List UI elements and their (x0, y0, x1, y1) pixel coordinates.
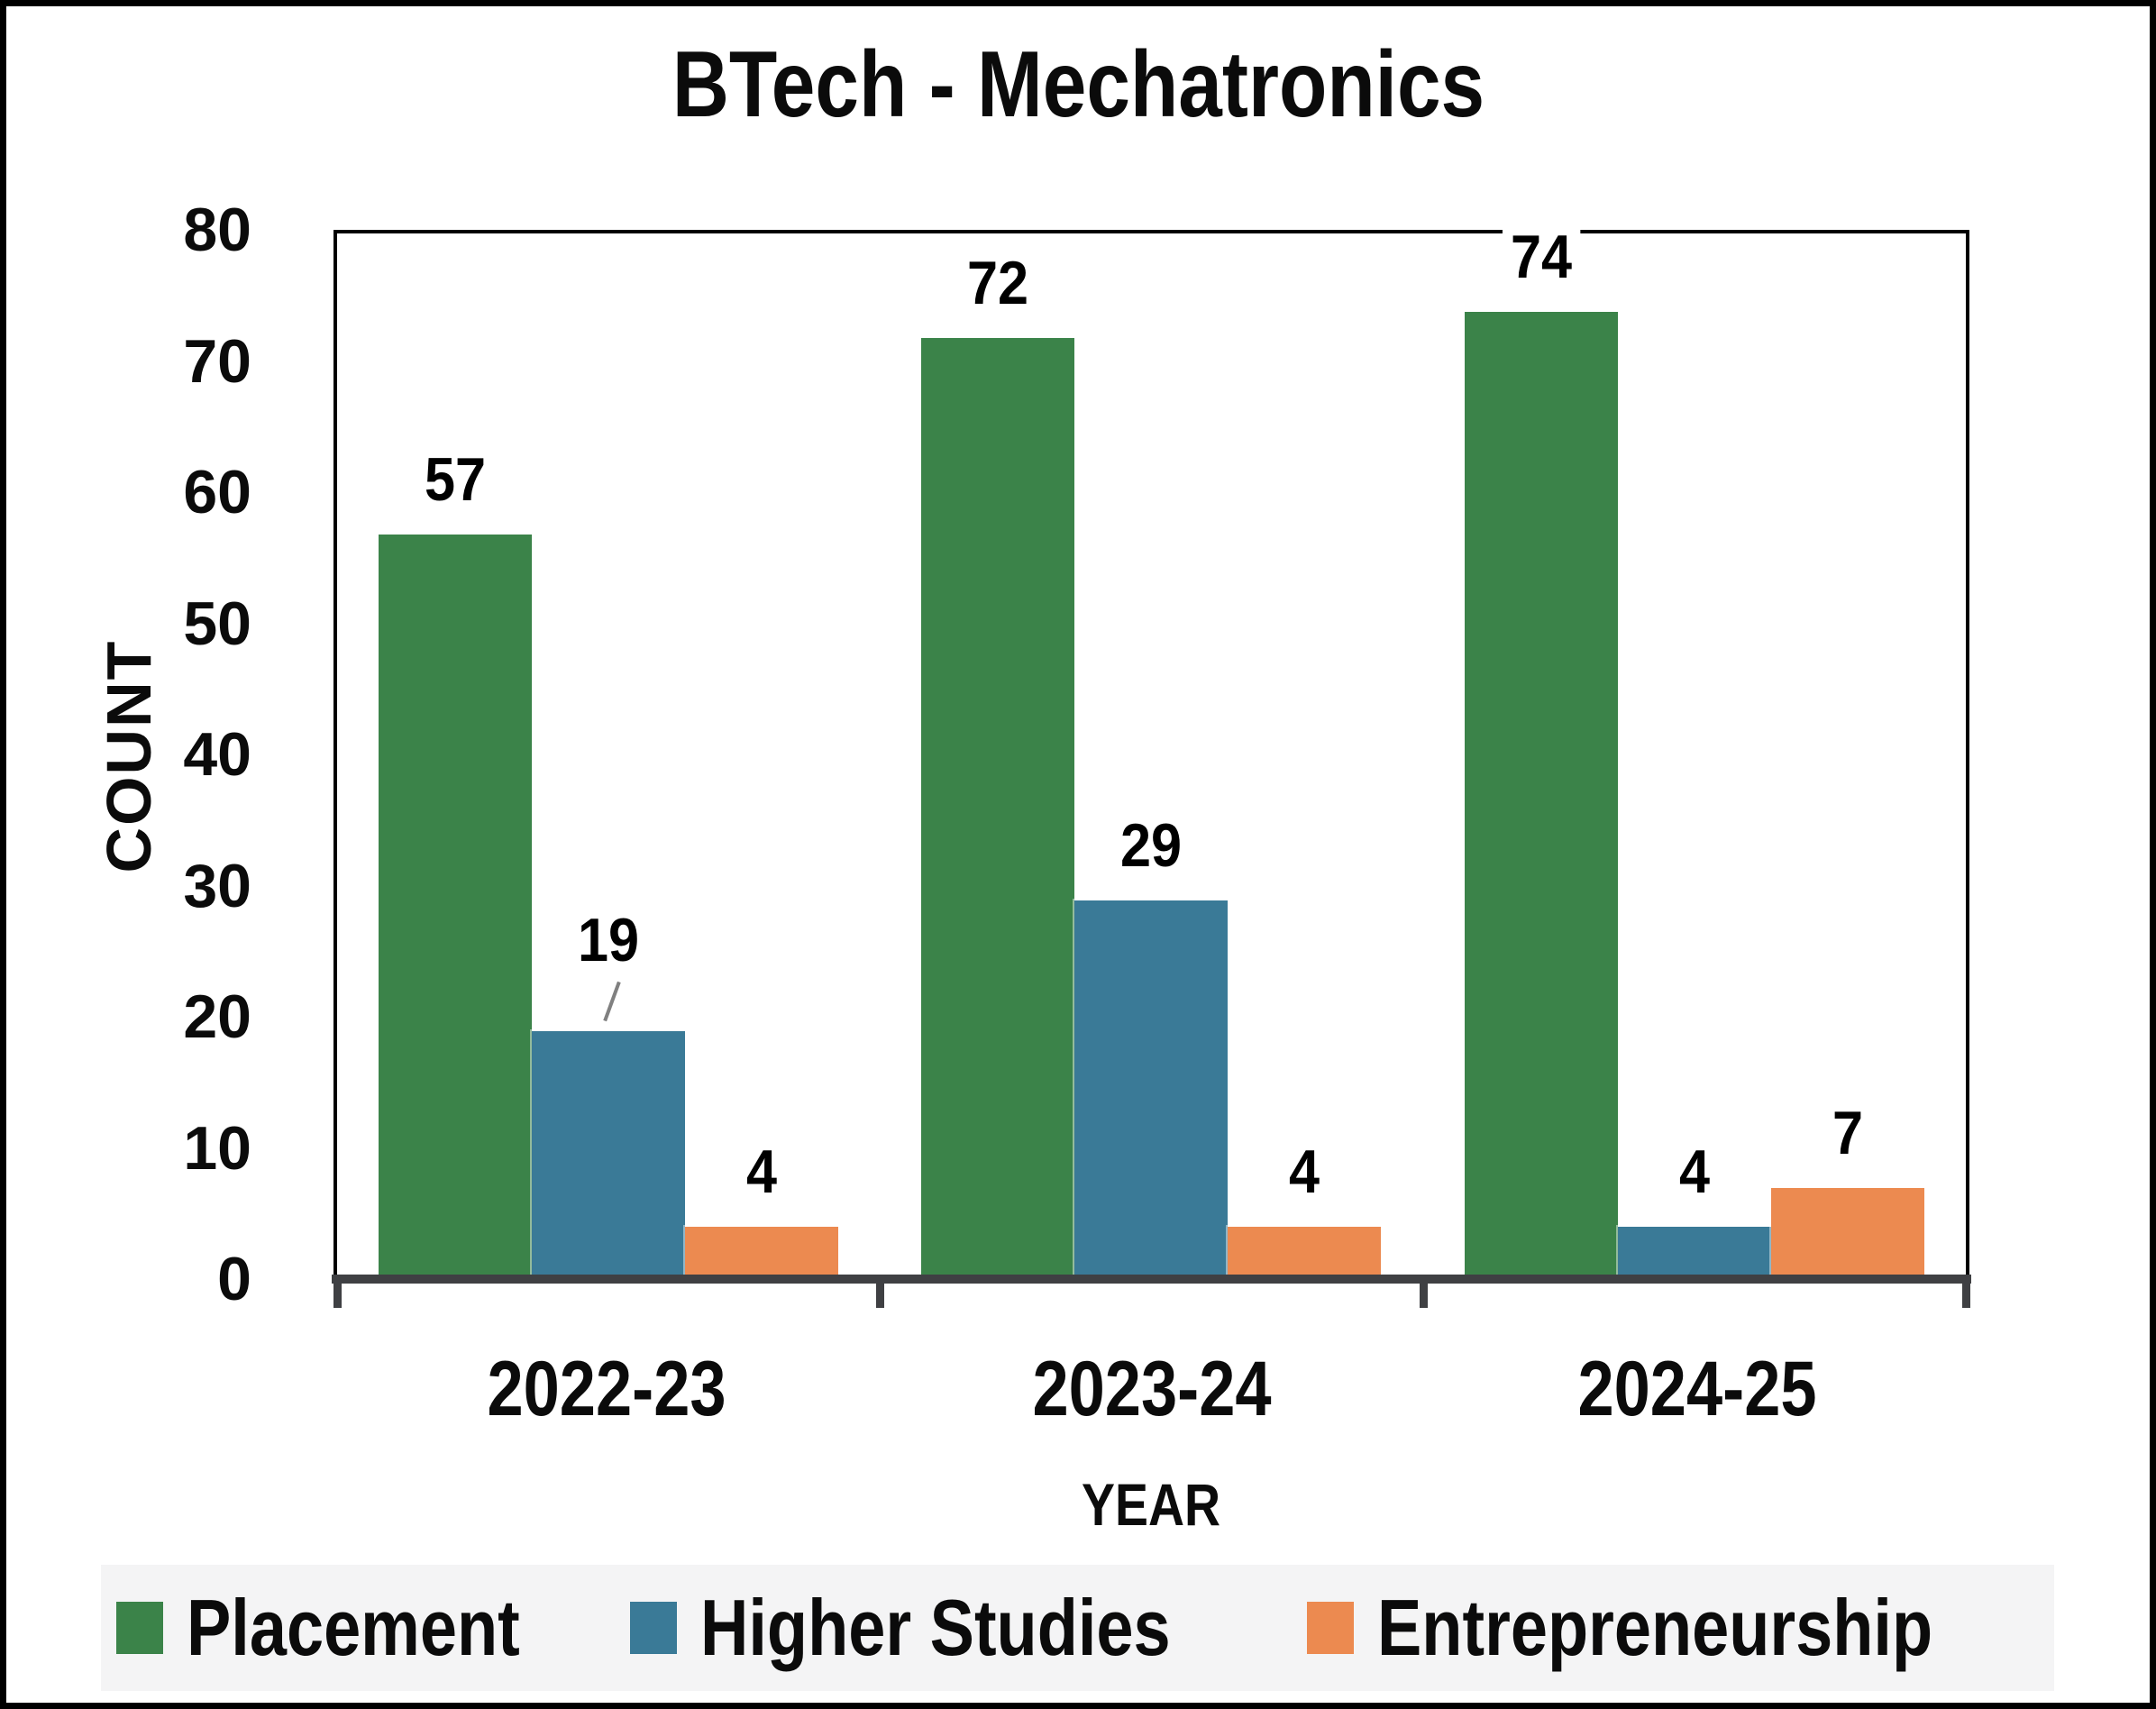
x-category-label-text: 2024-25 (1576, 1346, 1817, 1432)
x-category-label-2023-24: 2023-24 (1009, 1348, 1294, 1430)
bar-slot-entrepreneurship-2022-23: 4 (685, 233, 839, 1279)
bar-value-label-placement-2023-24: 72 (959, 250, 1037, 316)
bar-higher-studies-2023-24 (1074, 900, 1229, 1279)
bar-slot-placement-2024-25: 74 (1464, 224, 1618, 1279)
bar-value-label-placement-2024-25: 74 (1502, 224, 1580, 290)
bar-value-label-higher-studies-2024-25: 4 (1670, 1138, 1718, 1205)
y-tick-label-30: 30 (183, 851, 251, 920)
y-tick-label-60: 60 (183, 458, 251, 526)
bar-placement-2023-24 (921, 338, 1075, 1279)
y-tick-label-40: 40 (183, 720, 251, 789)
x-axis-tick (876, 1284, 885, 1308)
bar-higher-studies-2024-25 (1617, 1227, 1771, 1279)
legend-label-higher-studies: Higher Studies (700, 1583, 1172, 1672)
y-tick-label-70: 70 (183, 326, 251, 396)
bar-entrepreneurship-2024-25 (1770, 1187, 1924, 1279)
x-axis-title: YEAR (1068, 1468, 1233, 1540)
bar-slot-higher-studies-2022-23: 19 (532, 233, 686, 1279)
bar-slot-placement-2023-24: 72 (921, 233, 1075, 1279)
bar-slot-entrepreneurship-2024-25: 7 (1770, 233, 1924, 1279)
plot-area: 57 19 4 72 29 4 74 4 7 (332, 224, 1971, 1308)
y-tick-label-20: 20 (183, 982, 251, 1051)
bar-value-label-entrepreneurship-2023-24: 4 (1281, 1138, 1329, 1205)
bar-value-label-placement-2022-23: 57 (416, 445, 495, 513)
bar-higher-studies-2022-23 (532, 1030, 686, 1279)
bar-value-label-entrepreneurship-2024-25: 7 (1823, 1099, 1871, 1166)
legend: Placement Higher Studies Entrepreneurship (101, 1565, 2054, 1691)
bar-slot-entrepreneurship-2023-24: 4 (1228, 233, 1382, 1279)
x-axis-line (332, 1275, 1971, 1284)
bar-value-label-higher-studies-2022-23: 19 (570, 906, 648, 973)
bar-slot-placement-2022-23: 57 (379, 233, 533, 1279)
bar-placement-2024-25 (1464, 312, 1618, 1279)
legend-entry-entrepreneurship: Entrepreneurship (1307, 1583, 2038, 1673)
y-tick-label-0: 0 (217, 1245, 251, 1313)
bar-value-label-entrepreneurship-2022-23: 4 (738, 1138, 786, 1205)
x-category-label-text: 2023-24 (1031, 1346, 1272, 1432)
legend-marker-entrepreneurship (1307, 1602, 1355, 1654)
bar-entrepreneurship-2022-23 (685, 1227, 839, 1279)
label-leader-line (603, 981, 621, 1021)
bar-group-2022-23: 57 19 4 (337, 233, 880, 1279)
legend-marker-higher-studies (630, 1602, 678, 1654)
bar-slot-higher-studies-2023-24: 29 (1074, 233, 1229, 1279)
x-category-label-2024-25: 2024-25 (1555, 1348, 1840, 1430)
bar-group-2024-25: 74 4 7 (1423, 224, 1966, 1279)
legend-marker-placement (116, 1602, 164, 1654)
bar-entrepreneurship-2023-24 (1228, 1227, 1382, 1279)
legend-entry-placement: Placement (116, 1583, 583, 1673)
legend-entry-higher-studies: Higher Studies (630, 1583, 1260, 1673)
x-axis-tick (333, 1284, 342, 1308)
bar-slot-higher-studies-2024-25: 4 (1617, 233, 1771, 1279)
bar-placement-2022-23 (379, 534, 533, 1279)
bar-group-2023-24: 72 29 4 (880, 233, 1422, 1279)
x-category-label-2022-23: 2022-23 (464, 1348, 749, 1430)
y-tick-label-50: 50 (183, 589, 251, 658)
y-tick-label-10: 10 (183, 1113, 251, 1183)
x-axis-tick (1419, 1284, 1428, 1308)
x-category-label-text: 2022-23 (486, 1346, 726, 1432)
chart-title-text: BTech - Mechatronics (671, 32, 1485, 137)
x-axis-tick (1962, 1284, 1970, 1308)
x-axis-title-text: YEAR (1081, 1471, 1221, 1538)
bar-value-label-higher-studies-2023-24: 29 (1112, 811, 1191, 879)
legend-label-placement: Placement (187, 1583, 520, 1672)
y-tick-label-80: 80 (183, 196, 251, 264)
legend-label-entrepreneurship: Entrepreneurship (1377, 1583, 1933, 1672)
chart-title: BTech - Mechatronics (6, 32, 2150, 140)
